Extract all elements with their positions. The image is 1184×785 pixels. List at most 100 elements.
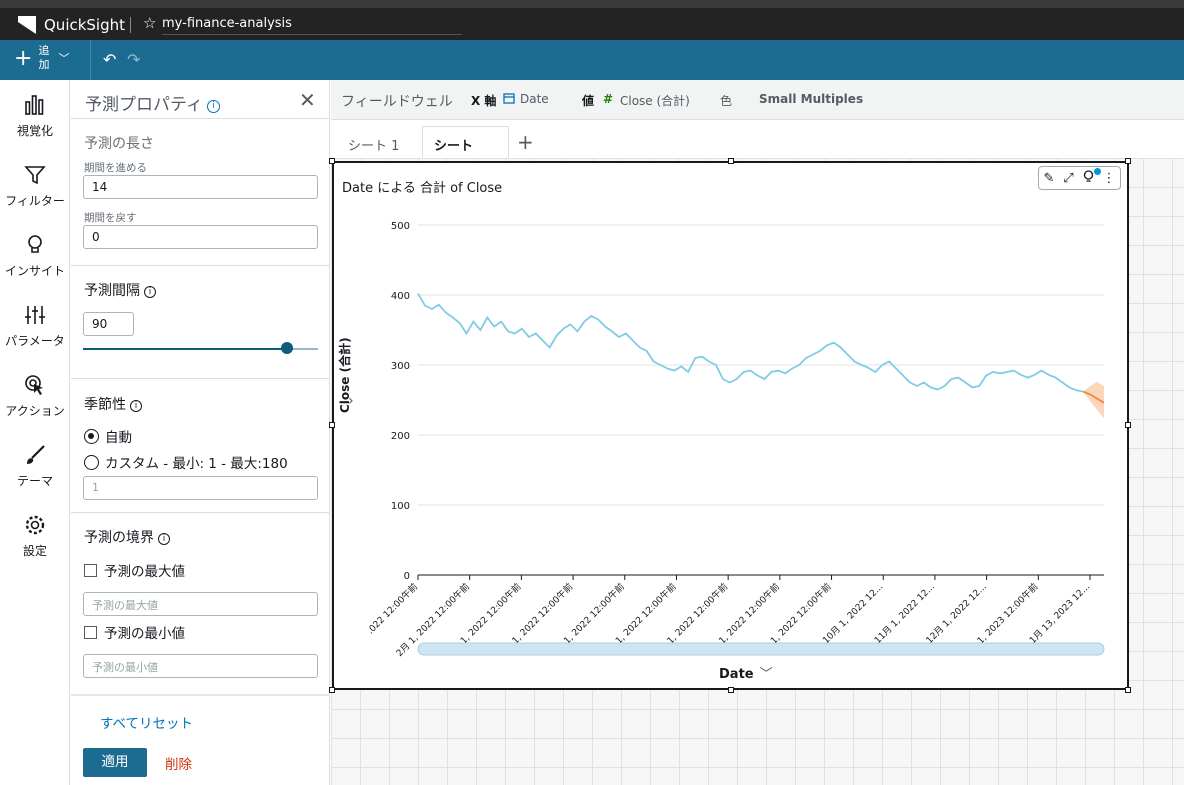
resize-handle[interactable] bbox=[1125, 687, 1131, 693]
range-scrollbar bbox=[417, 642, 1105, 656]
forecast-min-input[interactable]: 予測の最小値 bbox=[83, 654, 318, 678]
quicksight-logo[interactable]: QuickSight bbox=[18, 16, 125, 34]
line-chart-visual[interactable]: Date による 合計 of Close ✎ ⤢ ⋮ › Close (合計) … bbox=[332, 161, 1129, 690]
info-icon[interactable]: i bbox=[144, 286, 156, 298]
tab-sheet-2[interactable]: シート 2﹀ bbox=[422, 126, 509, 173]
quicksight-logo-icon bbox=[18, 16, 36, 34]
nav-label: パラメータ bbox=[5, 334, 65, 348]
expand-icon[interactable]: ⤢ bbox=[1063, 170, 1074, 186]
nav-label: テーマ bbox=[16, 474, 53, 488]
nav-item-visualize[interactable]: 視覚化 bbox=[0, 94, 70, 139]
forecast-line bbox=[1082, 390, 1105, 404]
x-axis-field[interactable]: Date bbox=[520, 92, 549, 106]
info-icon[interactable]: i bbox=[206, 100, 220, 113]
chevron-down-icon[interactable]: ﹀ bbox=[759, 667, 773, 682]
forecast-length-heading: 予測の長さ bbox=[84, 136, 154, 152]
redo-icon[interactable]: ↷ bbox=[127, 50, 141, 69]
plus-icon: + bbox=[14, 45, 33, 71]
add-button[interactable]: + 追加 ﹀ bbox=[14, 44, 69, 72]
y-tick-label: 300 bbox=[391, 361, 410, 372]
resize-handle[interactable] bbox=[329, 158, 335, 164]
seasonality-heading: 季節性 i bbox=[84, 394, 142, 414]
seasonality-label: 季節性 bbox=[84, 397, 126, 413]
x-axis-well-label: X 軸 bbox=[471, 94, 497, 108]
delete-button[interactable]: 削除 bbox=[165, 757, 192, 773]
seasonality-auto-radio[interactable]: 自動 bbox=[84, 426, 132, 446]
seasonality-custom-input[interactable]: 1 bbox=[83, 476, 318, 500]
slider-handle[interactable] bbox=[281, 342, 293, 354]
filter-icon bbox=[0, 164, 70, 188]
y-tick-label: 200 bbox=[391, 431, 410, 442]
forecast-band bbox=[1083, 381, 1104, 419]
forward-periods-input[interactable]: 14 bbox=[83, 175, 318, 199]
nav-item-insights[interactable]: インサイト bbox=[0, 234, 70, 279]
y-tick-label: 500 bbox=[391, 221, 410, 232]
app-name: QuickSight bbox=[44, 16, 126, 34]
lightbulb-icon[interactable] bbox=[1083, 169, 1094, 187]
divider bbox=[71, 118, 330, 119]
prediction-interval-slider[interactable] bbox=[83, 348, 318, 350]
reset-all-link[interactable]: すべてリセット bbox=[100, 716, 194, 732]
nav-item-filter[interactable]: フィルター bbox=[0, 164, 70, 209]
forecast-min-checkbox[interactable]: 予測の最小値 bbox=[84, 622, 185, 642]
divider bbox=[71, 694, 330, 696]
resize-handle[interactable] bbox=[1125, 158, 1131, 164]
resize-handle[interactable] bbox=[728, 158, 734, 164]
edit-icon[interactable]: ✎ bbox=[1043, 170, 1055, 186]
chevron-right-icon[interactable]: › bbox=[348, 393, 354, 409]
undo-icon[interactable]: ↶ bbox=[103, 50, 117, 69]
add-label: 追加 bbox=[38, 44, 50, 71]
lightbulb-icon bbox=[0, 234, 70, 258]
slider-track-rest bbox=[293, 348, 318, 350]
field-wells-title[interactable]: フィールドウェル bbox=[341, 94, 453, 110]
number-icon: # bbox=[603, 92, 614, 106]
bar-chart-icon bbox=[0, 94, 70, 118]
analysis-name[interactable]: my-finance-analysis bbox=[162, 16, 462, 35]
top-bar: QuickSight ☆ my-finance-analysis bbox=[0, 0, 1184, 40]
star-icon[interactable]: ☆ bbox=[143, 14, 157, 32]
more-options-icon[interactable]: ⋮ bbox=[1102, 170, 1116, 186]
prediction-interval-heading: 予測間隔 i bbox=[84, 280, 156, 300]
checkbox-label: 予測の最小値 bbox=[104, 626, 185, 642]
divider bbox=[71, 378, 330, 379]
nav-label: フィルター bbox=[5, 194, 65, 208]
resize-handle[interactable] bbox=[329, 687, 335, 693]
info-icon[interactable]: i bbox=[130, 400, 142, 412]
top-divider bbox=[130, 17, 131, 33]
divider bbox=[71, 265, 330, 266]
seasonality-custom-radio[interactable]: カスタム - 最小: 1 - 最大:180 bbox=[84, 452, 288, 472]
info-icon[interactable]: i bbox=[158, 533, 170, 545]
small-multiples-well[interactable]: Small Multiples bbox=[759, 92, 864, 106]
tab-sheet-1[interactable]: シート 1 bbox=[348, 139, 400, 154]
value-field[interactable]: Close (合計) bbox=[620, 94, 690, 108]
resize-handle[interactable] bbox=[728, 687, 734, 693]
prediction-interval-input[interactable]: 90 bbox=[83, 312, 134, 336]
panel-title-text: 予測プロパティ bbox=[85, 95, 203, 115]
forecast-max-checkbox[interactable]: 予測の最大値 bbox=[84, 560, 185, 580]
x-axis-title[interactable]: Date ﹀ bbox=[719, 663, 773, 682]
nav-item-actions[interactable]: アクション bbox=[0, 374, 70, 419]
nav-item-parameters[interactable]: パラメータ bbox=[0, 304, 70, 349]
resize-handle[interactable] bbox=[329, 422, 335, 428]
nav-label: アクション bbox=[5, 404, 65, 418]
sheet-tabs: シート 1 シート 2﹀ + bbox=[331, 121, 1184, 173]
gear-icon bbox=[0, 514, 70, 538]
apply-button[interactable]: 適用 bbox=[83, 748, 147, 777]
y-tick-label: 0 bbox=[404, 571, 410, 582]
nav-item-settings[interactable]: 設定 bbox=[0, 514, 70, 559]
resize-handle[interactable] bbox=[1125, 422, 1131, 428]
checkbox-label: 予測の最大値 bbox=[104, 564, 185, 580]
forecast-properties-panel: 予測プロパティ i ✕ 予測の長さ 期間を進める 14 期間を戻す 0 予測間隔 i… bbox=[71, 80, 330, 785]
visual-title: Date による 合計 of Close bbox=[342, 181, 503, 196]
add-sheet-icon[interactable]: + bbox=[517, 130, 534, 154]
close-icon[interactable]: ✕ bbox=[299, 88, 316, 112]
color-well-label[interactable]: 色 bbox=[720, 94, 733, 108]
x-tick-label: .022 12:00午前 bbox=[364, 581, 420, 637]
backward-periods-input[interactable]: 0 bbox=[83, 225, 318, 249]
nav-item-themes[interactable]: テーマ bbox=[0, 444, 70, 489]
radio-unselected-icon bbox=[84, 454, 99, 470]
forecast-max-input[interactable]: 予測の最大値 bbox=[83, 592, 318, 616]
left-nav: 視覚化 フィルター インサイト パラメータ アクション テーマ 設定 bbox=[0, 80, 70, 785]
visual-menu: ✎ ⤢ ⋮ bbox=[1038, 166, 1121, 190]
